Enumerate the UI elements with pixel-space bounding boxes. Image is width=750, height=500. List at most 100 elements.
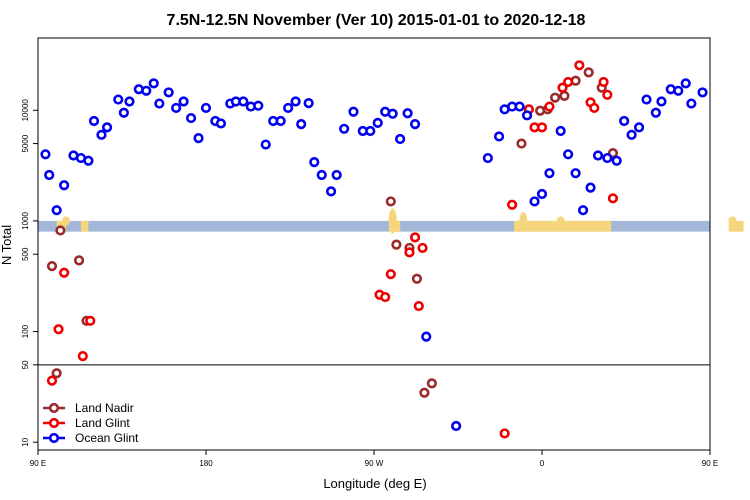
data-point [316, 169, 327, 181]
land-segment [80, 220, 89, 232]
data-point [451, 420, 462, 432]
land-segment [728, 220, 744, 232]
data-point [283, 102, 294, 114]
data-point [290, 96, 301, 107]
data-point [113, 94, 124, 105]
data-point [83, 155, 94, 166]
data-point [421, 331, 432, 342]
data-point [413, 300, 424, 312]
data-point [200, 102, 212, 114]
land-segment [514, 220, 612, 232]
data-point [260, 139, 271, 150]
data-point [215, 118, 227, 129]
legend-marker [48, 417, 60, 429]
y-tick-label: 500 [21, 247, 30, 261]
data-point [555, 125, 566, 137]
data-point [686, 98, 697, 109]
data-point [59, 180, 70, 191]
data-point [589, 102, 600, 114]
data-point [46, 375, 58, 386]
data-point [549, 92, 561, 103]
data-point [178, 96, 189, 107]
series-ocean-glint [40, 78, 708, 432]
x-axis-label: Longitude (deg E) [323, 476, 426, 491]
data-point [607, 193, 619, 204]
data-point [385, 269, 396, 280]
data-point [44, 169, 55, 181]
plot-points [40, 60, 708, 439]
data-point [656, 96, 667, 107]
legend-label: Land Glint [75, 416, 130, 430]
data-point [516, 138, 527, 149]
data-point [619, 115, 630, 127]
data-point [633, 122, 645, 133]
data-point [563, 149, 574, 160]
data-point [339, 123, 350, 134]
x-tick-label: 90 W [365, 459, 384, 468]
data-point [73, 255, 85, 266]
ocean-strip [38, 220, 710, 232]
data-point [650, 107, 661, 118]
data-point [395, 133, 406, 145]
data-point [163, 87, 174, 98]
data-point [365, 125, 376, 137]
y-tick-label: 100 [21, 324, 30, 338]
data-point [46, 261, 58, 272]
plot-frame [37, 37, 711, 451]
land-ocean-strip [38, 208, 744, 234]
y-tick-label: 10 [21, 437, 30, 446]
data-point [51, 368, 62, 379]
data-point [585, 182, 596, 193]
data-point [53, 324, 64, 335]
data-point [40, 149, 51, 160]
data-point [563, 76, 574, 88]
data-point [275, 115, 286, 127]
x-tick-label: 90 E [30, 459, 46, 468]
y-tick-label: 5000 [21, 134, 30, 152]
land-bump [728, 216, 737, 226]
y-axis-label: N Total [0, 225, 14, 265]
data-point [385, 196, 396, 207]
data-point [193, 133, 204, 144]
data-point [499, 428, 510, 439]
data-point [124, 96, 135, 107]
data-point [391, 239, 402, 250]
data-point [598, 76, 609, 88]
data-point [557, 82, 568, 93]
data-point [583, 67, 594, 78]
data-point [592, 150, 604, 161]
data-point [419, 387, 430, 398]
data-point [296, 118, 307, 130]
data-point [411, 273, 423, 284]
data-point [96, 129, 107, 140]
land-bump [556, 216, 565, 226]
legend-label: Ocean Glint [75, 431, 139, 445]
data-point [697, 87, 708, 98]
chart-title: 7.5N-12.5N November (Ver 10) 2015-01-01 … [167, 12, 586, 29]
data-point [536, 188, 548, 200]
data-point [680, 78, 691, 89]
data-point [602, 152, 613, 164]
data-point [536, 122, 548, 133]
data-point [325, 186, 337, 197]
data-point [577, 205, 589, 216]
data-point [238, 96, 249, 107]
data-point [673, 85, 684, 96]
data-point [602, 89, 613, 100]
series-land-nadir [46, 67, 619, 398]
data-point [641, 94, 652, 105]
data-point [387, 108, 398, 119]
data-point [101, 122, 113, 133]
legend-label: Land Nadir [75, 401, 134, 415]
data-point [59, 267, 70, 278]
data-point [380, 291, 391, 303]
data-point [154, 98, 165, 109]
data-point [118, 107, 129, 118]
data-point [331, 169, 342, 181]
data-point [372, 117, 383, 128]
y-tick-label: 10000 [21, 99, 30, 122]
land-bump [62, 216, 70, 226]
